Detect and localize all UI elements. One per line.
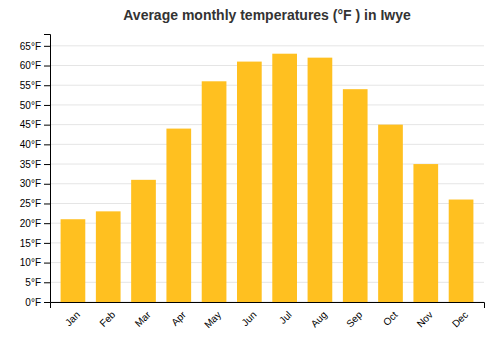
y-tick: 0°F [25, 297, 50, 308]
bar [96, 211, 121, 302]
x-tick: Jul [277, 309, 294, 326]
bar [166, 129, 191, 302]
y-tick: 5°F [25, 277, 50, 288]
bar [343, 89, 368, 302]
y-tick-label: 30°F [20, 178, 41, 189]
y-tick-mark [44, 105, 50, 106]
y-tick-mark [44, 66, 50, 67]
y-tick: 65°F [20, 41, 50, 52]
grid-line [50, 104, 484, 105]
y-tick-label: 0°F [25, 297, 41, 308]
grid [50, 46, 484, 302]
bars [61, 54, 474, 302]
bar [378, 125, 403, 302]
y-axis: 0°F 5°F 10°F 15°F 20°F 25°F 30°F 35°F 40°F 45°F 50… [20, 35, 51, 308]
y-tick-label: 5°F [25, 277, 41, 288]
y-tick: 35°F [20, 159, 50, 170]
x-tick-label: Sep [344, 309, 365, 330]
bar [202, 81, 227, 302]
y-tick-mark [44, 85, 50, 86]
y-tick-mark [44, 46, 50, 47]
grid-line [50, 124, 484, 125]
y-tick: 20°F [20, 218, 50, 229]
y-tick: 45°F [20, 119, 50, 130]
x-tick-label: Apr [169, 309, 188, 328]
x-tick: Mar [133, 309, 153, 329]
x-tick-label: Aug [309, 309, 329, 329]
bar [131, 180, 156, 302]
x-tick-label: Mar [133, 309, 153, 329]
y-tick-mark [44, 144, 50, 145]
y-tick-label: 25°F [20, 198, 41, 209]
y-tick: 30°F [20, 178, 50, 189]
x-tick-label: Nov [415, 309, 435, 329]
y-tick: 55°F [20, 80, 50, 91]
y-tick-label: 20°F [20, 218, 41, 229]
chart: Jan Feb Mar Apr May Jun Jul Aug Sep Oct Nov Dec 0°F 5… [0, 0, 500, 350]
x-tick-label: Feb [97, 309, 117, 329]
grid-line [50, 45, 484, 46]
y-axis-line [44, 35, 51, 303]
grid-line [50, 65, 484, 66]
x-tick: Sep [344, 309, 365, 330]
x-tick: Jun [239, 309, 258, 328]
y-tick-mark [44, 223, 50, 224]
x-tick-label: Jan [63, 309, 82, 328]
bar [308, 58, 333, 302]
y-tick: 25°F [20, 198, 50, 209]
y-tick-mark [44, 184, 50, 185]
x-tick: Nov [415, 309, 435, 329]
y-tick-mark [44, 302, 50, 303]
x-tick: May [202, 309, 223, 330]
y-tick-mark [44, 243, 50, 244]
plot: Jan Feb Mar Apr May Jun Jul Aug Sep Oct Nov Dec 0°F 5… [20, 35, 485, 331]
y-tick-label: 55°F [20, 80, 41, 91]
y-tick-mark [44, 203, 50, 204]
y-tick-label: 15°F [20, 238, 41, 249]
x-tick-label: Dec [450, 309, 470, 329]
x-tick: Oct [381, 309, 400, 328]
y-tick-label: 10°F [20, 257, 41, 268]
x-tick-label: May [202, 309, 223, 330]
y-tick: 10°F [20, 257, 50, 268]
x-tick: Apr [169, 309, 188, 328]
x-axis-line [51, 303, 485, 309]
bar [413, 164, 438, 302]
x-tick: Feb [97, 309, 117, 329]
y-tick-label: 65°F [20, 41, 41, 52]
bar [237, 62, 262, 302]
y-tick-mark [44, 164, 50, 165]
y-tick-label: 60°F [20, 60, 41, 71]
y-tick-mark [44, 282, 50, 283]
x-tick-label: Oct [381, 309, 400, 328]
grid-line [50, 85, 484, 86]
x-tick: Aug [309, 309, 329, 329]
y-tick-label: 35°F [20, 159, 41, 170]
y-tick-mark [44, 125, 50, 126]
y-tick: 60°F [20, 60, 50, 71]
x-tick-label: Jul [277, 309, 294, 326]
y-tick-label: 45°F [20, 119, 41, 130]
title: Average monthly temperatures (°F ) in Iw… [123, 7, 411, 23]
x-tick: Dec [450, 309, 470, 329]
y-tick: 15°F [20, 238, 50, 249]
y-tick: 40°F [20, 139, 50, 150]
y-tick: 50°F [20, 100, 50, 111]
bar [61, 219, 86, 302]
y-tick-mark [44, 263, 50, 264]
grid-line [50, 144, 484, 145]
x-axis: Jan Feb Mar Apr May Jun Jul Aug Sep Oct Nov Dec [51, 303, 485, 331]
x-tick: Jan [63, 309, 82, 328]
bar [449, 200, 474, 302]
y-tick-label: 40°F [20, 139, 41, 150]
x-tick-label: Jun [239, 309, 258, 328]
y-tick-label: 50°F [20, 100, 41, 111]
bar [272, 54, 297, 302]
